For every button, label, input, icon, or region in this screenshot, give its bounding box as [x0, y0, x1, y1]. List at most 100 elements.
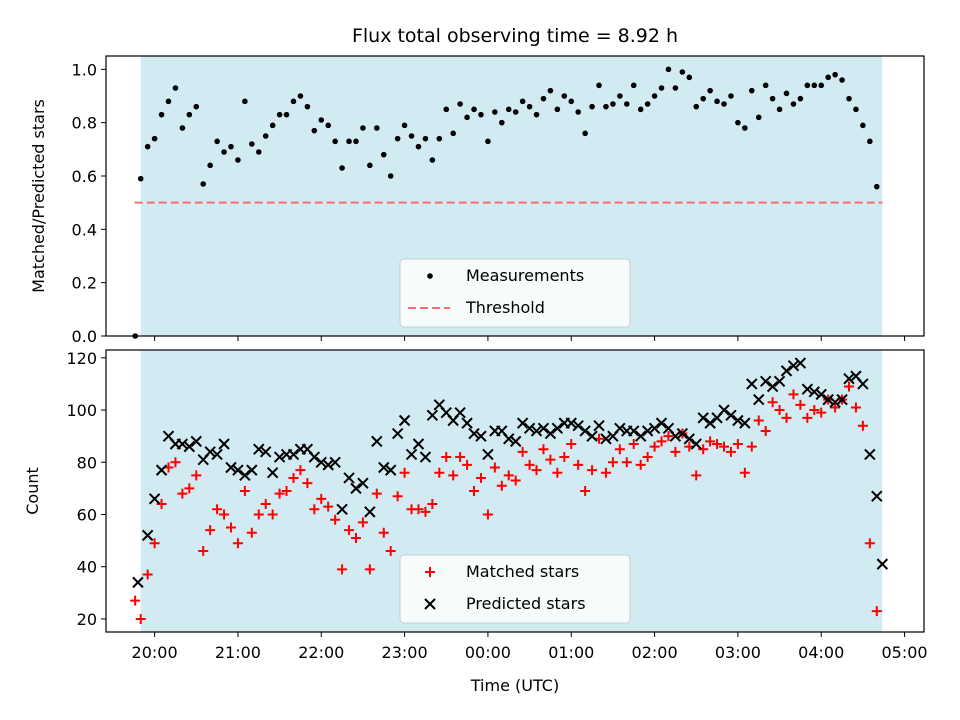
- predicted-star-point: [364, 506, 376, 518]
- matched-star-point: [385, 546, 396, 557]
- x-tick-label: 02:00: [632, 643, 678, 662]
- predicted-star-point: [628, 425, 640, 437]
- matched-star-point: [517, 446, 528, 457]
- measurement-point: [519, 98, 526, 105]
- matched-star-point: [142, 569, 153, 580]
- predicted-star-point: [836, 393, 848, 406]
- measurement-point: [651, 93, 658, 99]
- matched-star-point: [170, 457, 181, 468]
- matched-star-point: [503, 470, 514, 481]
- measurement-point: [394, 135, 401, 142]
- matched-star-point: [712, 439, 723, 449]
- measurement-point: [540, 95, 547, 102]
- measurement-point: [151, 135, 158, 142]
- plot-frame: [105, 349, 925, 633]
- predicted-star-point: [308, 451, 321, 463]
- measurement-point: [554, 106, 561, 113]
- measurement-point: [589, 103, 595, 110]
- predicted-star-point: [239, 469, 251, 482]
- matched-star-point: [392, 491, 403, 502]
- matched-star-point: [621, 457, 632, 468]
- predicted-star-point: [246, 464, 258, 476]
- matched-star-point: [725, 446, 736, 457]
- measurement-point: [464, 114, 470, 121]
- matched-star-point: [357, 517, 368, 528]
- matched-star-point: [239, 486, 250, 496]
- predicted-star-point: [725, 409, 737, 421]
- predicted-star-point: [260, 446, 272, 458]
- matched-star-point: [191, 470, 202, 481]
- matched-star-point: [156, 499, 167, 510]
- matched-star-point: [844, 381, 855, 392]
- y-tick-label: 0.6: [72, 167, 97, 186]
- matched-star-point: [830, 402, 841, 413]
- legend-label: Matched stars: [466, 562, 579, 581]
- predicted-star-point: [391, 427, 404, 440]
- predicted-star-point: [482, 448, 494, 461]
- x-tick-label: 21:00: [215, 643, 261, 662]
- matched-star-point: [767, 397, 778, 408]
- predicted-star-point: [766, 380, 779, 393]
- predicted-star-point: [273, 451, 286, 463]
- measurement-point: [735, 119, 741, 126]
- measurement-point: [200, 181, 207, 187]
- matched-star-point: [281, 486, 292, 496]
- measurement-point: [262, 133, 269, 139]
- x-tick-label: 23:00: [382, 643, 428, 662]
- predicted-star-point: [801, 383, 814, 395]
- measurement-point: [290, 98, 297, 105]
- measurement-point: [686, 74, 693, 81]
- measurement-point: [144, 143, 151, 150]
- measurement-point: [179, 125, 186, 131]
- measurement-point: [512, 109, 519, 115]
- matched-star-point: [482, 509, 493, 520]
- measurement-point: [776, 106, 783, 113]
- measurement-point: [637, 106, 644, 113]
- matched-star-point: [309, 504, 320, 515]
- measurement-point: [526, 103, 533, 110]
- predicted-star-point: [773, 375, 786, 388]
- matched-star-point: [135, 613, 146, 624]
- matched-star-point: [628, 439, 639, 449]
- matched-star-point: [774, 405, 785, 416]
- measurement-point: [860, 122, 866, 129]
- predicted-star-point: [343, 472, 355, 484]
- matched-star-point: [816, 407, 827, 418]
- measurement-point: [235, 157, 241, 163]
- plot-frame: [105, 55, 925, 337]
- measurement-point: [311, 127, 318, 134]
- matched-star-point: [760, 425, 771, 436]
- predicted-star-point: [132, 576, 144, 589]
- measurement-point: [811, 82, 818, 89]
- predicted-star-point: [266, 467, 279, 479]
- y-tick-label: 40: [77, 558, 97, 577]
- predicted-star-point: [378, 461, 390, 474]
- y-tick-label: 80: [77, 453, 97, 472]
- x-axis-label: Time (UTC): [470, 676, 559, 695]
- measurement-point: [249, 141, 255, 147]
- matched-star-point: [295, 465, 306, 476]
- measurement-point: [644, 101, 651, 107]
- predicted-star-point: [572, 420, 584, 432]
- predicted-star-point: [634, 430, 647, 442]
- matched-star-point: [864, 538, 875, 549]
- measurement-point: [214, 138, 220, 145]
- predicted-star-point: [593, 420, 605, 432]
- measurement-point: [658, 85, 665, 91]
- measurement-point: [158, 111, 165, 118]
- predicted-star-point: [614, 422, 626, 435]
- predicted-star-point: [225, 461, 237, 474]
- measurement-point: [193, 103, 200, 110]
- measurement-point: [873, 183, 880, 190]
- matched-star-point: [364, 564, 375, 575]
- measurement-point: [429, 157, 436, 163]
- measurement-point: [575, 109, 581, 115]
- measurement-point: [242, 98, 248, 105]
- matched-star-point: [698, 444, 709, 455]
- measurement-point: [610, 101, 616, 107]
- matched-star-point: [205, 525, 216, 536]
- matched-star-point: [496, 480, 507, 491]
- matched-star-point: [705, 436, 716, 447]
- measurement-point: [853, 106, 859, 113]
- matched-star-point: [635, 459, 646, 470]
